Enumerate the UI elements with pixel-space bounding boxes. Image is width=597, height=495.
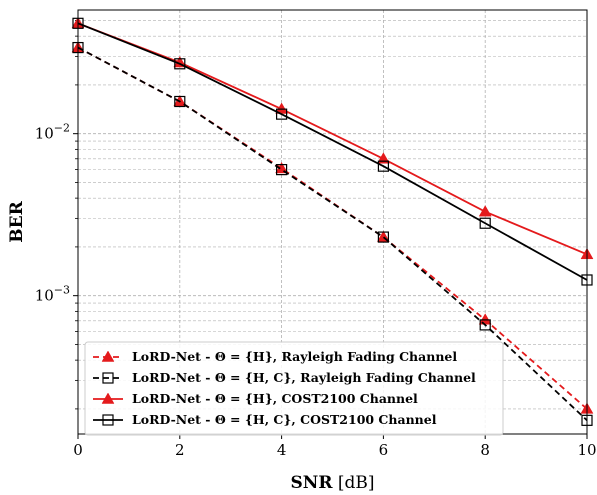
data-point-marker — [102, 414, 114, 426]
data-point-marker — [174, 95, 186, 108]
series-line — [77, 22, 588, 281]
legend: LoRD-Net - Θ = {H}, Rayleigh Fading Chan… — [84, 341, 504, 436]
grid — [78, 10, 587, 434]
data-point-marker — [101, 350, 115, 362]
data-point-marker — [102, 372, 114, 384]
legend-label: LoRD-Net - Θ = {H, C}, Rayleigh Fading C… — [132, 370, 476, 385]
data-point-marker — [479, 217, 491, 229]
series-group — [71, 16, 594, 426]
y-tick-label: 10−2 — [35, 122, 70, 143]
data-point-marker — [377, 160, 389, 172]
series-line — [77, 22, 588, 256]
legend-entry: LoRD-Net - Θ = {H}, Rayleigh Fading Chan… — [93, 349, 457, 364]
legend-label: LoRD-Net - Θ = {H}, COST2100 Channel — [132, 391, 418, 406]
x-axis-label: SNR [dB] — [291, 473, 375, 493]
x-tick-label: 6 — [379, 441, 389, 459]
data-point-marker — [479, 319, 491, 331]
series-line — [77, 46, 588, 421]
legend-box — [84, 341, 504, 436]
legend-entry: LoRD-Net - Θ = {H, C}, COST2100 Channel — [93, 412, 437, 427]
legend-label: LoRD-Net - Θ = {H}, Rayleigh Fading Chan… — [132, 349, 457, 364]
data-point-marker — [276, 164, 288, 176]
y-axis-label: BER — [7, 200, 27, 242]
data-point-marker — [478, 205, 492, 217]
series-3 — [71, 16, 594, 260]
legend-entry: LoRD-Net - Θ = {H, C}, Rayleigh Fading C… — [93, 370, 476, 385]
data-point-marker — [101, 392, 115, 404]
data-point-marker — [377, 231, 389, 243]
series-4 — [72, 17, 593, 286]
x-tick-label: 0 — [73, 441, 83, 459]
x-tick-label: 8 — [480, 441, 490, 459]
x-axis-ticks: 0 2 4 6 8 10 — [73, 434, 597, 459]
x-tick-label: 4 — [277, 441, 287, 459]
x-tick-label: 2 — [175, 441, 185, 459]
legend-label: LoRD-Net - Θ = {H, C}, COST2100 Channel — [132, 412, 437, 427]
x-tick-label: 10 — [577, 441, 596, 459]
data-point-marker — [276, 108, 288, 120]
y-axis-ticks: 10−2 10−3 — [35, 20, 78, 410]
legend-entry: LoRD-Net - Θ = {H}, COST2100 Channel — [93, 391, 418, 406]
y-tick-label: 10−3 — [35, 284, 70, 305]
data-point-marker — [174, 58, 186, 70]
